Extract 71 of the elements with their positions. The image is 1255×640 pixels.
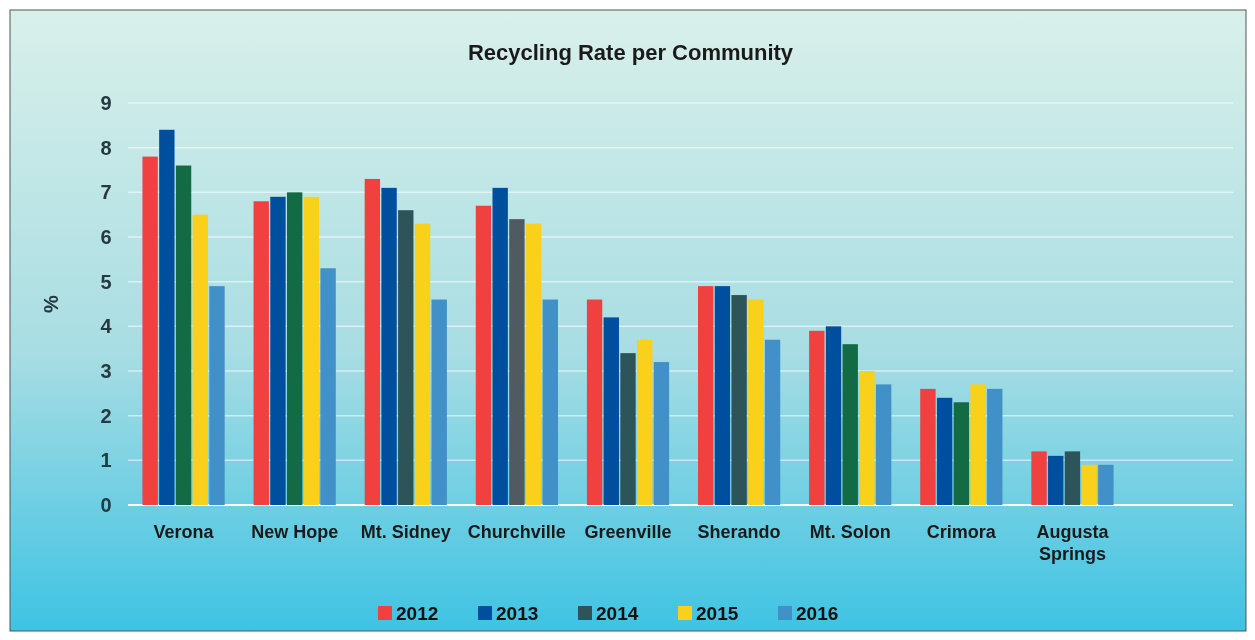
y-axis-title: % (40, 294, 62, 313)
y-tick-label: 7 (100, 181, 112, 204)
x-tick-label: Churchville (467, 522, 566, 542)
x-tick-label: Verona (153, 522, 215, 542)
bar (653, 362, 670, 505)
x-tick-label: Greenville (584, 522, 672, 542)
bar (1048, 455, 1064, 505)
y-tick-label: 8 (100, 136, 112, 159)
x-tick-label: Augusta Springs (1036, 522, 1110, 564)
y-tick-label: 0 (100, 494, 112, 516)
y-tick-label: 4 (100, 315, 113, 338)
y-tick-label: 3 (100, 360, 112, 382)
bar (748, 299, 764, 505)
x-tick-label: Sherando (697, 522, 781, 542)
legend-label: 2013 (496, 602, 539, 624)
bar (842, 344, 858, 505)
bar (620, 353, 636, 505)
bar (809, 330, 825, 505)
x-tick-label: Mt. Solon (809, 522, 891, 542)
bar (586, 299, 603, 505)
bar (270, 196, 286, 505)
bar (492, 187, 508, 505)
y-tick-label: 6 (100, 226, 112, 248)
y-tick-label: 9 (100, 92, 112, 114)
bar (859, 371, 875, 505)
bar (1064, 451, 1081, 505)
y-tick-label: 5 (100, 270, 112, 293)
x-tick-label: Mt. Sidney (360, 522, 451, 542)
bar (1031, 451, 1047, 505)
bar (542, 299, 558, 505)
bar (1098, 464, 1114, 505)
legend-label: 2014 (596, 602, 639, 624)
bar (381, 187, 397, 505)
bar (698, 286, 714, 505)
bar (475, 205, 492, 505)
bar (192, 214, 208, 505)
bar (970, 384, 986, 505)
bar (509, 219, 525, 505)
y-tick-label: 1 (100, 449, 112, 472)
bar (303, 196, 320, 505)
bar (142, 156, 158, 505)
bar (253, 201, 269, 505)
x-tick-label: Crimora (926, 522, 997, 542)
chart-title: Recycling Rate per Community (467, 40, 794, 65)
bar (731, 295, 747, 505)
bar (920, 388, 936, 505)
y-tick-label: 2 (100, 404, 112, 427)
bar (936, 397, 953, 505)
bar (175, 165, 192, 505)
bar (414, 223, 431, 505)
bar (1081, 464, 1097, 505)
bar (637, 339, 653, 505)
bar (431, 299, 447, 505)
bar (603, 317, 619, 505)
bar (159, 129, 175, 505)
bar (364, 178, 381, 505)
bar (825, 326, 842, 505)
bar (320, 268, 336, 505)
x-tick-label: New Hope (251, 522, 339, 542)
legend-label: 2015 (696, 602, 739, 624)
bar (875, 384, 892, 505)
bar (953, 402, 970, 505)
bar (286, 192, 303, 505)
legend-label: 2016 (796, 602, 839, 624)
legend-label: 2012 (396, 602, 439, 624)
bar (525, 223, 542, 505)
bar (714, 286, 731, 505)
bar (209, 286, 225, 505)
bar (398, 210, 414, 505)
bar (987, 388, 1003, 505)
bar (764, 339, 781, 505)
